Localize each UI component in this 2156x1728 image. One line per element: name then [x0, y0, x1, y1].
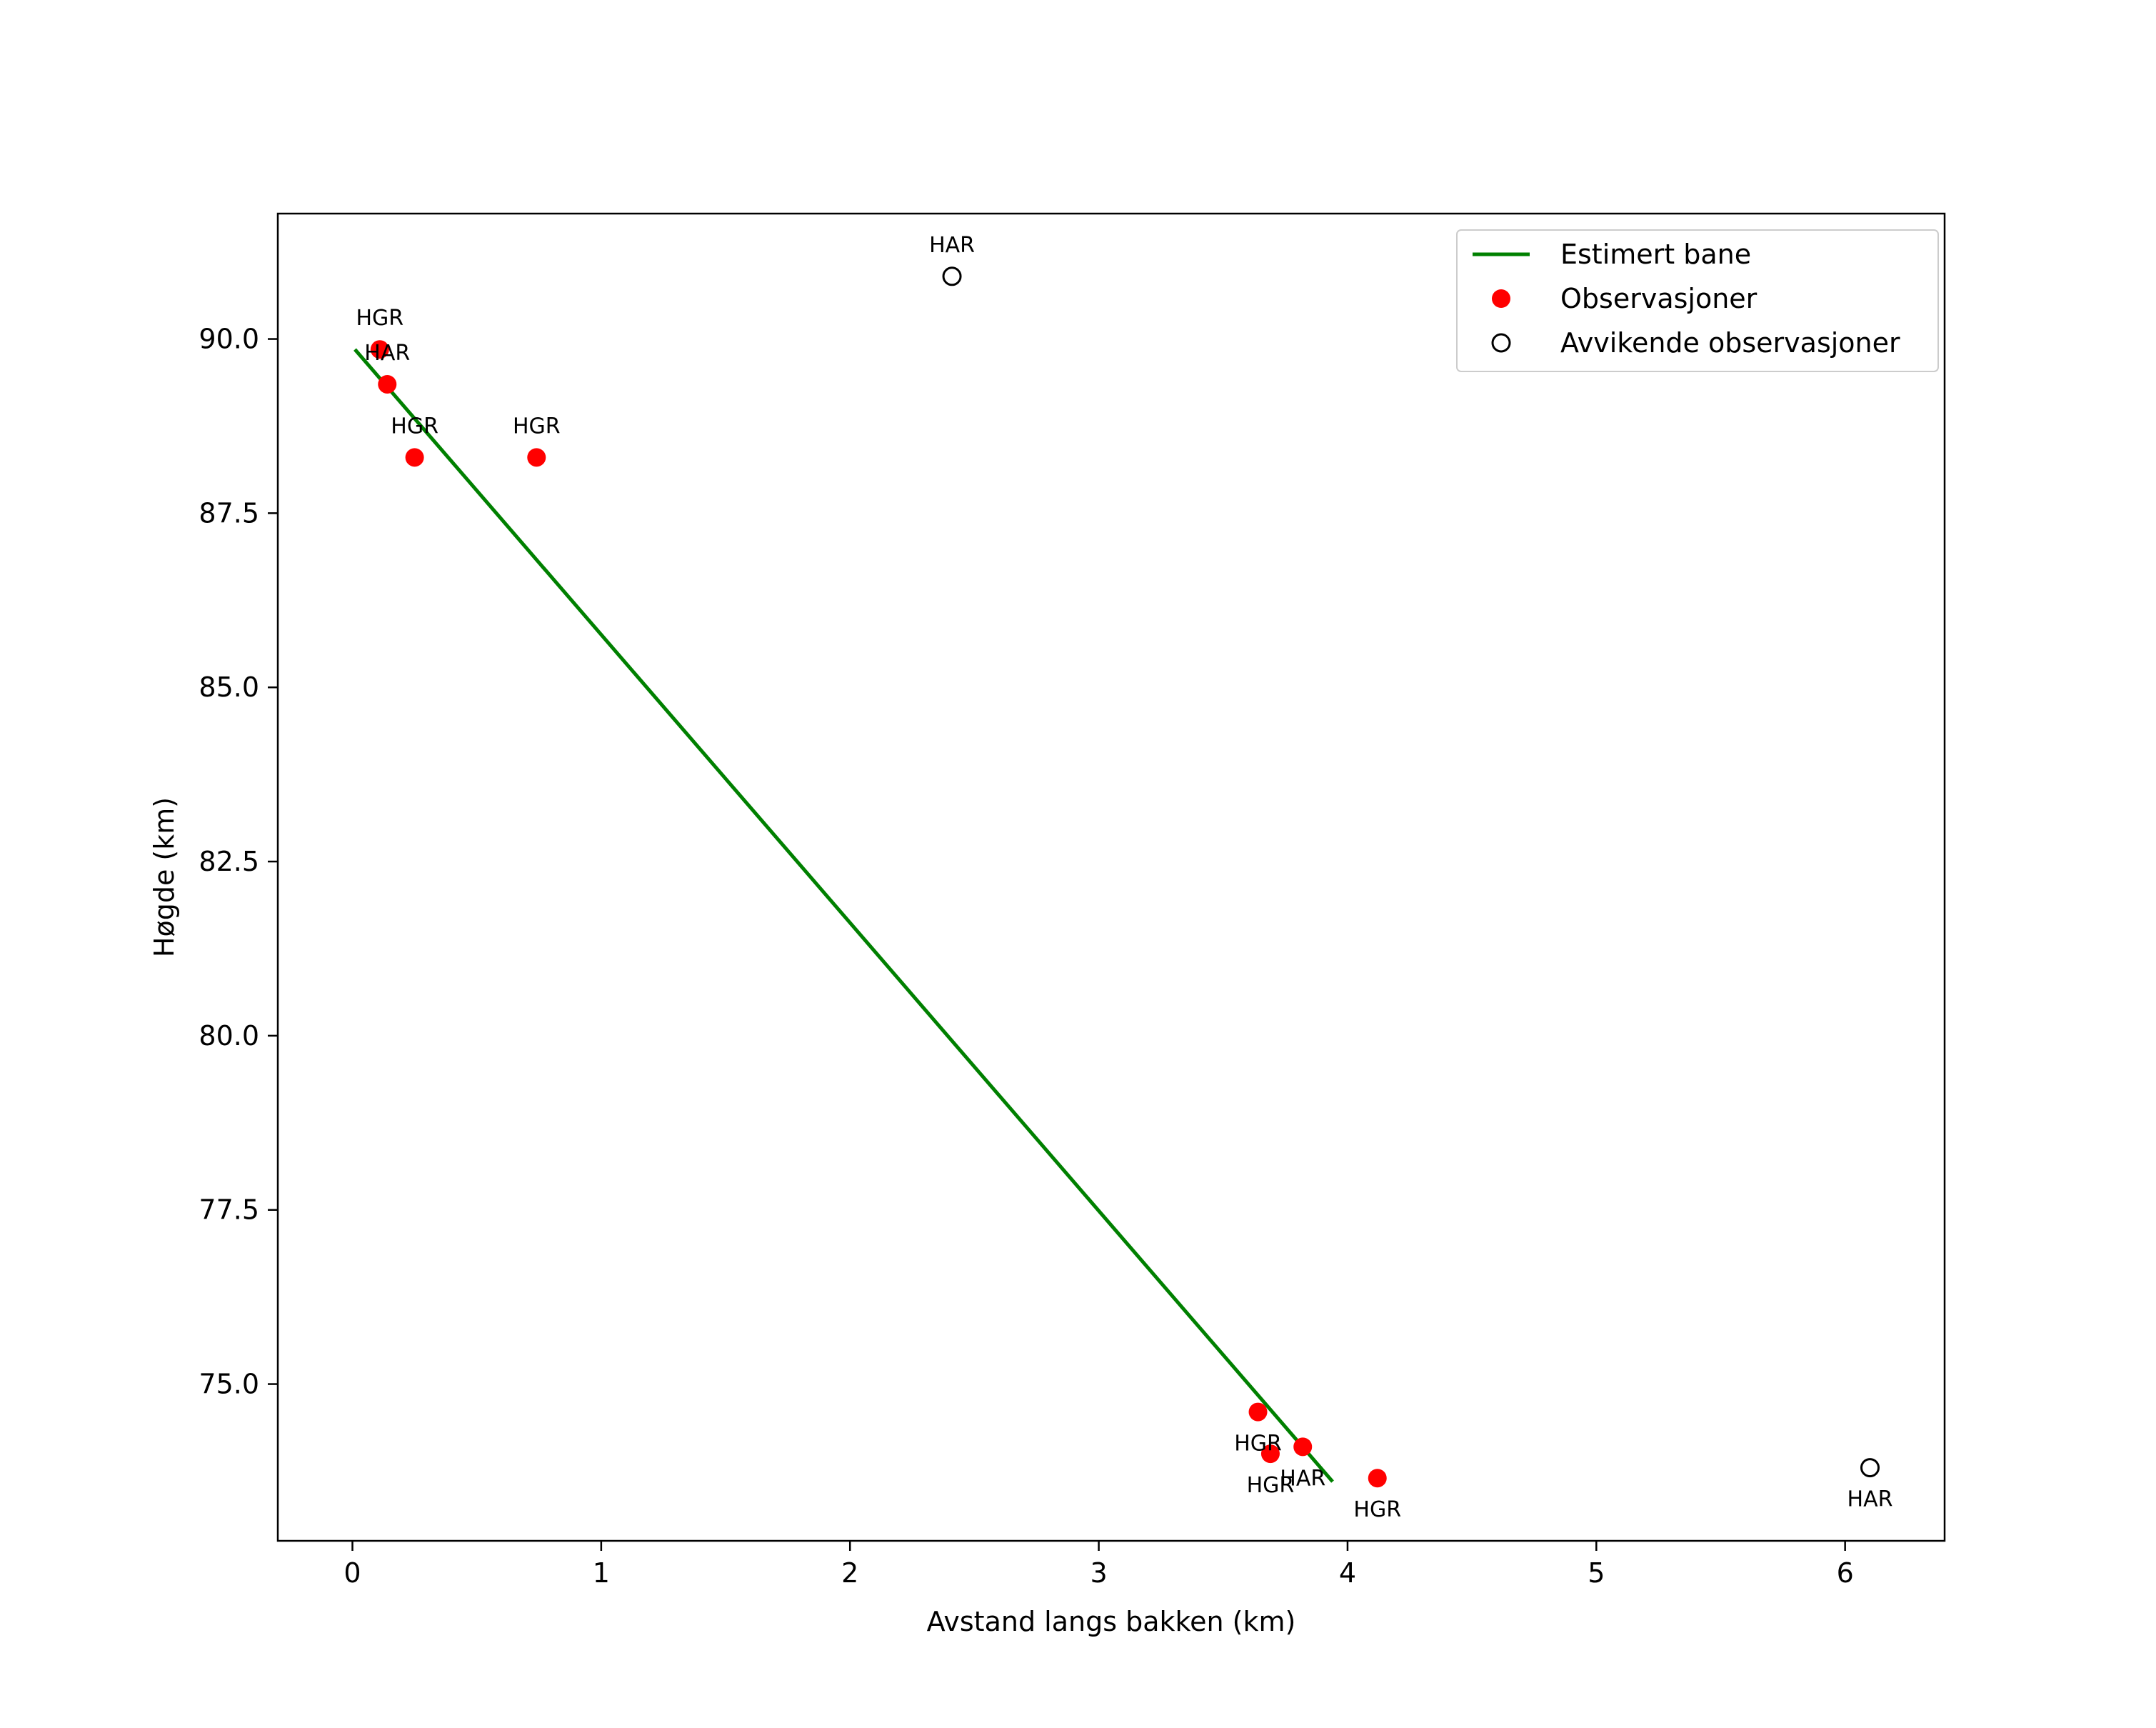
x-axis-ticks: 0 1 2 3 4 5 6 — [344, 1541, 1854, 1589]
point-label: HAR — [1280, 1466, 1325, 1491]
point-label: HGR — [1234, 1432, 1282, 1457]
point-label: HAR — [1847, 1487, 1893, 1512]
x-tick-label: 1 — [593, 1557, 610, 1589]
estimated-trajectory-layer — [354, 348, 1334, 1483]
legend-observation-swatch — [1492, 289, 1510, 308]
y-tick-label: 75.0 — [199, 1369, 259, 1400]
axes-frame — [276, 212, 1946, 1542]
estimated-trajectory-line — [354, 348, 1334, 1483]
y-axis-label: Høgde (km) — [149, 797, 180, 957]
y-tick-label: 85.0 — [199, 671, 259, 703]
x-tick-label: 3 — [1090, 1557, 1107, 1589]
point-label: HGR — [1247, 1473, 1295, 1498]
x-axis-label: Avstand langs bakken (km) — [927, 1606, 1296, 1637]
legend: Estimert bane Observasjoner Avvikende ob… — [1456, 229, 1939, 372]
observation-point — [1248, 1402, 1268, 1422]
legend-entry-estimated-trajectory: Estimert bane — [1560, 239, 1751, 270]
x-tick-label: 4 — [1339, 1557, 1356, 1589]
outlier-observation-point — [1860, 1458, 1880, 1478]
observation-point — [370, 340, 389, 359]
legend-entry-outlier-observations: Avvikende observasjoner — [1560, 327, 1900, 359]
x-tick-label: 0 — [344, 1557, 361, 1589]
point-label: HAR — [364, 341, 410, 366]
point-label: HGR — [391, 414, 438, 439]
x-tick-label: 6 — [1837, 1557, 1854, 1589]
point-label: HGR — [356, 306, 403, 331]
y-tick-label: 82.5 — [199, 846, 259, 877]
point-label: HAR — [929, 233, 975, 258]
x-tick-label: 2 — [841, 1557, 858, 1589]
outlier-observation-point — [942, 266, 962, 286]
x-tick-label: 5 — [1588, 1557, 1605, 1589]
observation-point — [1293, 1437, 1313, 1457]
point-label: HGR — [1353, 1497, 1401, 1522]
legend-box — [1456, 229, 1939, 372]
observation-point — [527, 448, 546, 467]
observation-point — [1260, 1444, 1280, 1464]
y-axis-ticks: 75.0 77.5 80.0 82.5 85.0 87.5 90.0 — [199, 324, 278, 1400]
observation-point — [405, 448, 424, 467]
y-tick-label: 80.0 — [199, 1020, 259, 1052]
observation-point — [378, 374, 397, 394]
legend-entry-observations: Observasjoner — [1560, 283, 1758, 314]
y-tick-label: 90.0 — [199, 324, 259, 355]
y-tick-label: 87.5 — [199, 497, 259, 529]
legend-outlier-swatch — [1491, 333, 1511, 353]
y-tick-label: 77.5 — [199, 1194, 259, 1226]
observation-point — [1368, 1469, 1387, 1488]
point-label: HGR — [513, 414, 561, 439]
observation-points-layer — [370, 266, 1880, 1488]
